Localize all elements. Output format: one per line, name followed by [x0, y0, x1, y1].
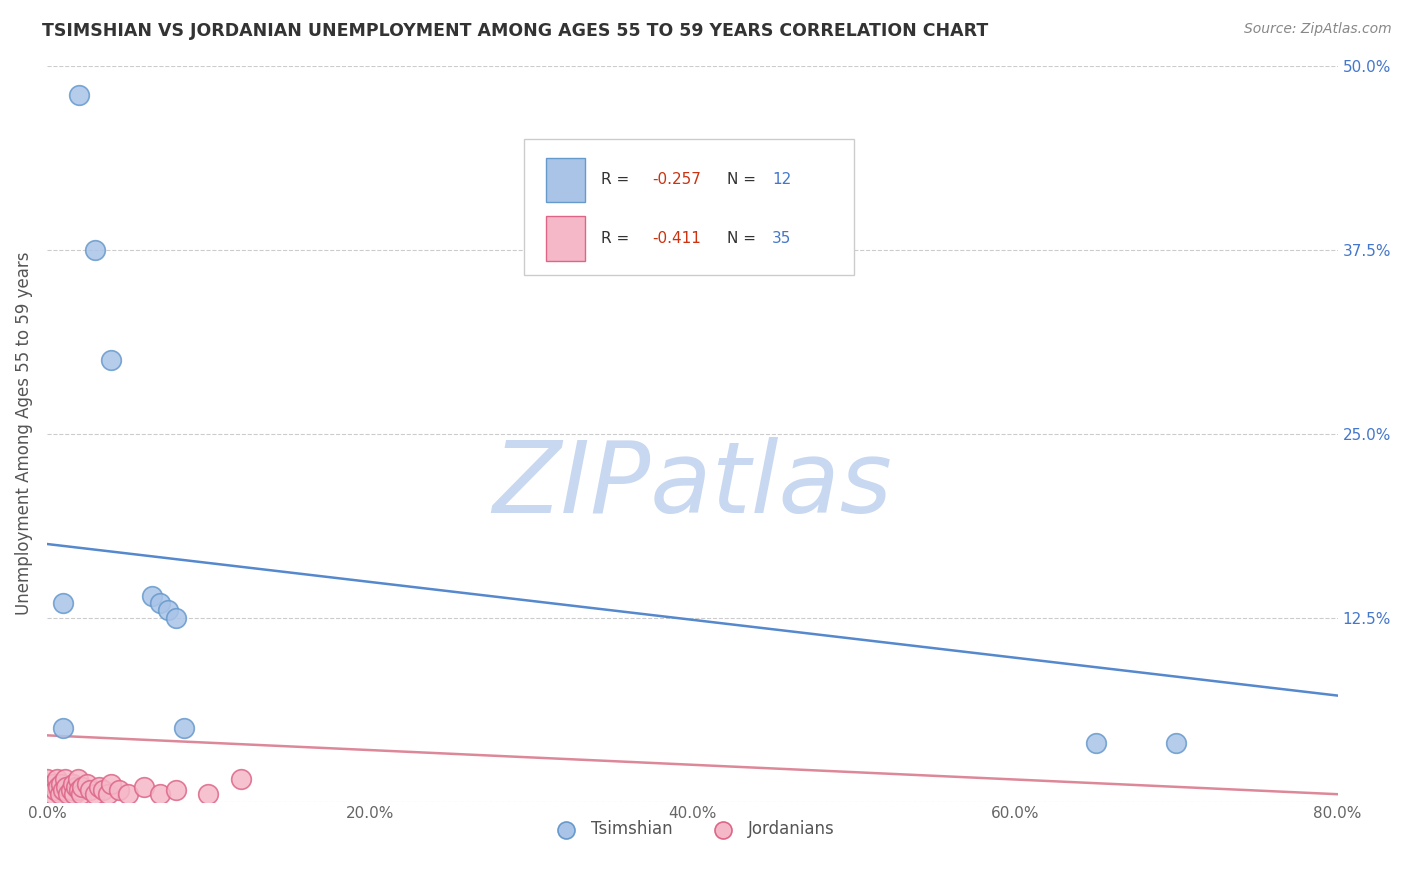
Text: -0.257: -0.257: [652, 172, 702, 187]
Point: [84, 787, 107, 801]
Point: [60, 782, 83, 797]
Point: [67, 782, 90, 797]
Point: [87, 780, 110, 794]
Point: [55, 780, 77, 794]
Point: [132, 780, 155, 794]
Text: N =: N =: [727, 231, 761, 246]
Text: Source: ZipAtlas.com: Source: ZipAtlas.com: [1244, 22, 1392, 37]
Point: [1166, 736, 1188, 750]
Text: -0.411: -0.411: [652, 231, 702, 246]
Point: [52, 782, 75, 797]
Point: [42, 777, 65, 791]
Point: [141, 589, 163, 603]
Text: R =: R =: [600, 172, 634, 187]
Point: [229, 772, 252, 787]
Point: [149, 787, 172, 801]
Point: [63, 787, 86, 801]
Point: [41, 787, 63, 801]
Point: [62, 777, 84, 791]
Text: R =: R =: [600, 231, 634, 246]
Y-axis label: Unemployment Among Ages 55 to 59 years: Unemployment Among Ages 55 to 59 years: [15, 252, 32, 615]
FancyBboxPatch shape: [547, 158, 585, 202]
Text: ZIPatlas: ZIPatlas: [492, 436, 893, 533]
FancyBboxPatch shape: [524, 139, 853, 276]
Point: [69, 787, 91, 801]
Point: [93, 782, 115, 797]
Point: [76, 777, 98, 791]
Point: [1084, 736, 1107, 750]
Point: [65, 780, 87, 794]
Text: 35: 35: [772, 231, 792, 246]
Point: [165, 610, 187, 624]
Point: [49, 787, 72, 801]
Point: [51, 777, 73, 791]
Legend: Tsimshian, Jordanians: Tsimshian, Jordanians: [543, 814, 841, 845]
Point: [35, 772, 58, 787]
Text: 12: 12: [772, 172, 792, 187]
Text: TSIMSHIAN VS JORDANIAN UNEMPLOYMENT AMONG AGES 55 TO 59 YEARS CORRELATION CHART: TSIMSHIAN VS JORDANIAN UNEMPLOYMENT AMON…: [42, 22, 988, 40]
Point: [149, 596, 172, 610]
Text: N =: N =: [727, 172, 761, 187]
Point: [39, 780, 62, 794]
Point: [165, 782, 187, 797]
Point: [56, 787, 79, 801]
Point: [52, 721, 75, 735]
Point: [97, 787, 120, 801]
Point: [100, 353, 122, 368]
Point: [52, 596, 75, 610]
Point: [173, 721, 195, 735]
Point: [79, 782, 101, 797]
Point: [53, 772, 76, 787]
Point: [66, 772, 89, 787]
Point: [46, 780, 69, 794]
Point: [44, 782, 66, 797]
Point: [67, 88, 90, 103]
Point: [117, 787, 139, 801]
Point: [45, 772, 67, 787]
Point: [156, 603, 179, 617]
Point: [72, 780, 94, 794]
Point: [108, 782, 131, 797]
Point: [100, 777, 122, 791]
Point: [84, 243, 107, 257]
Point: [197, 787, 219, 801]
FancyBboxPatch shape: [547, 217, 585, 260]
